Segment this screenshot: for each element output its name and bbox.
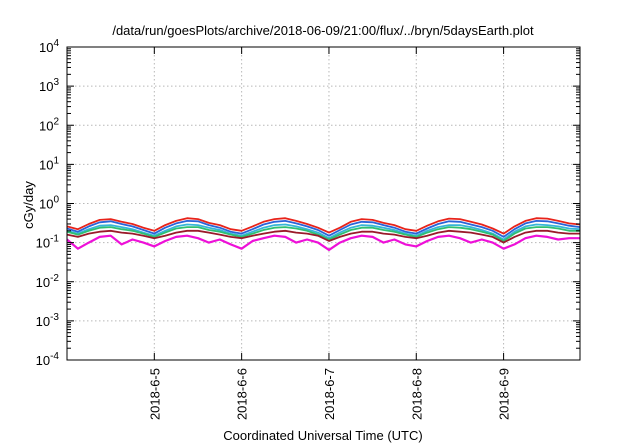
series-line-3 (66, 223, 581, 241)
grid (67, 47, 580, 360)
x-tick-label: 2018-6-8 (409, 368, 424, 420)
series-line-4 (66, 226, 580, 242)
y-tick-label: 103 (39, 77, 59, 94)
y-tick-label: 10-3 (36, 312, 60, 329)
x-tick-label: 2018-6-7 (322, 368, 337, 420)
y-tick-label: 10-4 (36, 351, 60, 368)
plot-frame (66, 46, 581, 361)
x-ticks: 2018-6-5 2018-6-6 2018-6-7 2018-6-8 2018-6-9 (147, 47, 512, 420)
data-series (66, 217, 581, 251)
x-axis-label: Coordinated Universal Time (UTC) (223, 428, 422, 443)
y-axis-label: cGy/day (21, 181, 36, 229)
x-tick-label: 2018-6-5 (147, 368, 162, 420)
series-line-2 (66, 219, 581, 238)
x-tick-label: 2018-6-6 (235, 368, 250, 420)
y-tick-label: 10-2 (36, 273, 60, 290)
y-ticks: 10-4 10-3 10-2 10-1 100 101 102 103 104 (36, 38, 580, 368)
x-tick-label: 2018-6-9 (497, 368, 512, 420)
y-tick-label: 104 (39, 38, 59, 55)
y-tick-label: 102 (39, 116, 59, 133)
series-line-5 (66, 229, 580, 244)
series-line-1 (66, 217, 581, 235)
y-tick-label: 10-1 (36, 234, 60, 251)
series-line-6 (66, 234, 580, 251)
y-tick-label: 101 (39, 155, 59, 172)
y-tick-label: 100 (39, 195, 59, 212)
chart-title: /data/run/goesPlots/archive/2018-06-09/2… (112, 23, 534, 38)
